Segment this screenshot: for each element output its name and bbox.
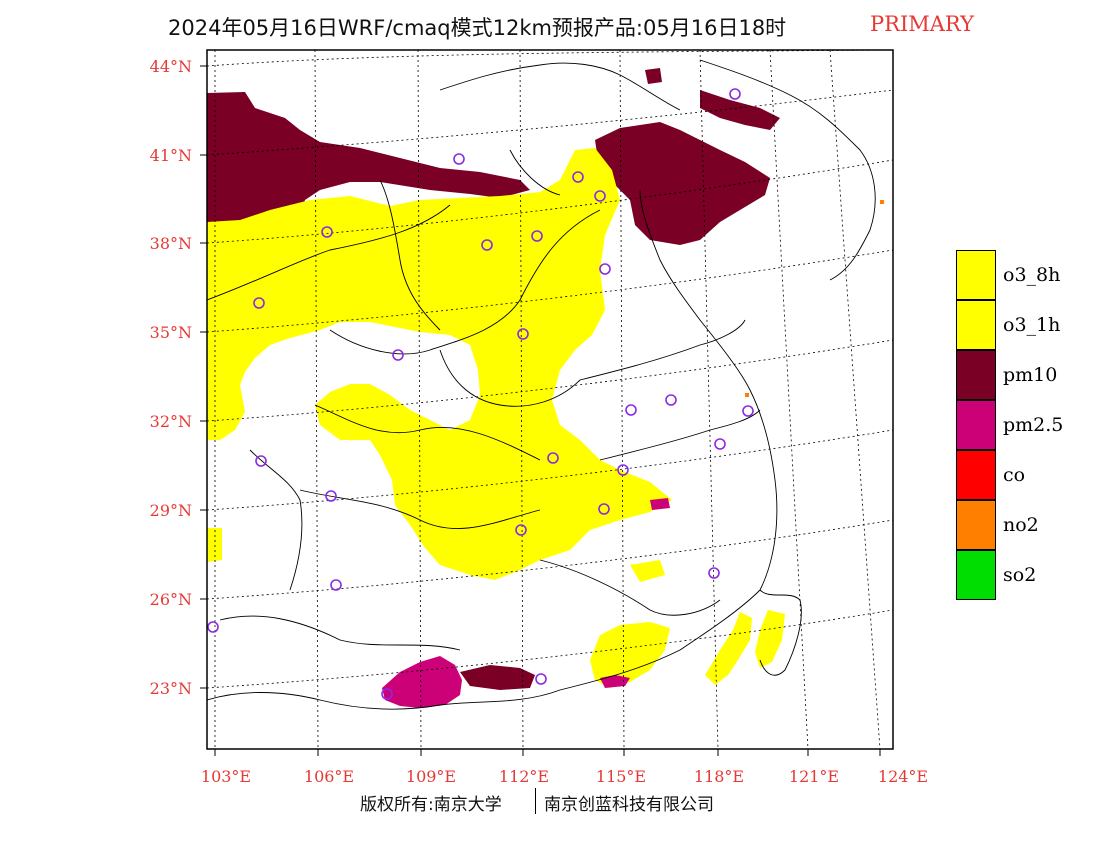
pm10-patch-s — [460, 665, 535, 690]
station-marker — [729, 88, 741, 100]
station-marker — [594, 190, 606, 202]
legend-swatch-no2 — [956, 500, 996, 550]
station-marker — [531, 230, 543, 242]
legend-swatch-pm25 — [956, 400, 996, 450]
lat-label: 44°N — [150, 57, 192, 76]
station-marker — [535, 673, 547, 685]
copyright-owner: 版权所有:南京大学 — [360, 795, 502, 815]
pm25-patch — [600, 675, 630, 688]
lat-label: 35°N — [150, 323, 192, 342]
station-marker — [481, 239, 493, 251]
ozone-area-north — [207, 148, 672, 580]
legend-swatch-so2 — [956, 550, 996, 600]
lon-label: 103°E — [201, 767, 251, 786]
station-marker — [598, 503, 610, 515]
station-marker — [625, 404, 637, 416]
station-marker — [325, 490, 337, 502]
lat-label: 29°N — [150, 501, 192, 520]
map-frame — [206, 49, 894, 750]
no2-pixel — [880, 200, 884, 204]
station-marker — [708, 567, 720, 579]
station-marker — [599, 263, 611, 275]
lon-label: 112°E — [499, 767, 549, 786]
pm10-patch-ne — [700, 90, 780, 130]
legend-label-o3-1h: o3_1h — [1003, 314, 1061, 336]
legend-swatch-o3-1h — [956, 300, 996, 350]
station-marker — [547, 452, 559, 464]
pm25-area-south — [382, 656, 462, 708]
station-marker — [572, 171, 584, 183]
lat-label: 38°N — [150, 234, 192, 253]
title-tag: PRIMARY — [870, 12, 974, 36]
lon-label: 109°E — [406, 767, 456, 786]
legend-label-so2: so2 — [1003, 564, 1037, 586]
pollution-layer — [207, 50, 893, 749]
legend-swatch-o3-8h — [956, 250, 996, 300]
station-marker — [617, 464, 629, 476]
station-marker — [330, 579, 342, 591]
station-marker — [515, 524, 527, 536]
station-marker — [517, 328, 529, 340]
station-marker — [253, 297, 265, 309]
legend-swatch-pm10 — [956, 350, 996, 400]
station-marker — [321, 226, 333, 238]
pm10-patch-ne2 — [645, 68, 662, 84]
lat-ticks — [200, 65, 207, 689]
station-markers — [207, 88, 754, 700]
lon-label: 121°E — [789, 767, 839, 786]
station-marker — [207, 621, 219, 633]
legend-label-co: co — [1003, 464, 1026, 486]
station-marker — [453, 153, 465, 165]
lon-label: 106°E — [304, 767, 354, 786]
pm25-patch2 — [650, 498, 670, 510]
ozone-patch-coast — [630, 560, 665, 582]
lat-label: 41°N — [150, 146, 192, 165]
station-marker — [255, 455, 267, 467]
legend-label-o3-8h: o3_8h — [1003, 264, 1061, 286]
legend-label-pm25: pm2.5 — [1003, 414, 1064, 436]
ozone-patch-se — [590, 622, 670, 688]
lon-label: 118°E — [694, 767, 744, 786]
station-marker — [392, 349, 404, 361]
legend-label-no2: no2 — [1003, 514, 1039, 536]
lon-labels: 103°E 106°E 109°E 112°E 115°E 118°E 121°… — [201, 767, 928, 786]
footer-divider — [535, 788, 536, 814]
legend-swatch-co — [956, 450, 996, 500]
station-marker — [742, 405, 754, 417]
station-marker — [714, 438, 726, 450]
lat-label: 26°N — [150, 590, 192, 609]
station-marker — [665, 394, 677, 406]
lat-label: 32°N — [150, 412, 192, 431]
graticule — [207, 50, 893, 749]
ozone-patch-taiwan-w — [705, 612, 752, 685]
lon-ticks — [214, 749, 881, 756]
map-title: 2024年05月16日WRF/cmaq模式12km预报产品:05月16日18时 … — [0, 12, 1100, 42]
title-text: 2024年05月16日WRF/cmaq模式12km预报产品:05月16日18时 — [168, 16, 787, 40]
pm10-area-northeast — [595, 122, 770, 245]
lat-label: 23°N — [150, 679, 192, 698]
no2-pixel-shanghai — [745, 393, 749, 397]
lat-labels: 44°N 41°N 38°N 35°N 32°N 29°N 26°N 23°N — [150, 57, 192, 698]
station-marker — [381, 688, 393, 700]
ozone-patch-w — [207, 528, 222, 562]
copyright-company: 南京创蓝科技有限公司 — [544, 795, 714, 815]
lon-label: 124°E — [878, 767, 928, 786]
lon-label: 115°E — [596, 767, 646, 786]
legend-label-pm10: pm10 — [1003, 364, 1058, 386]
ozone-patch-taiwan — [755, 610, 785, 668]
